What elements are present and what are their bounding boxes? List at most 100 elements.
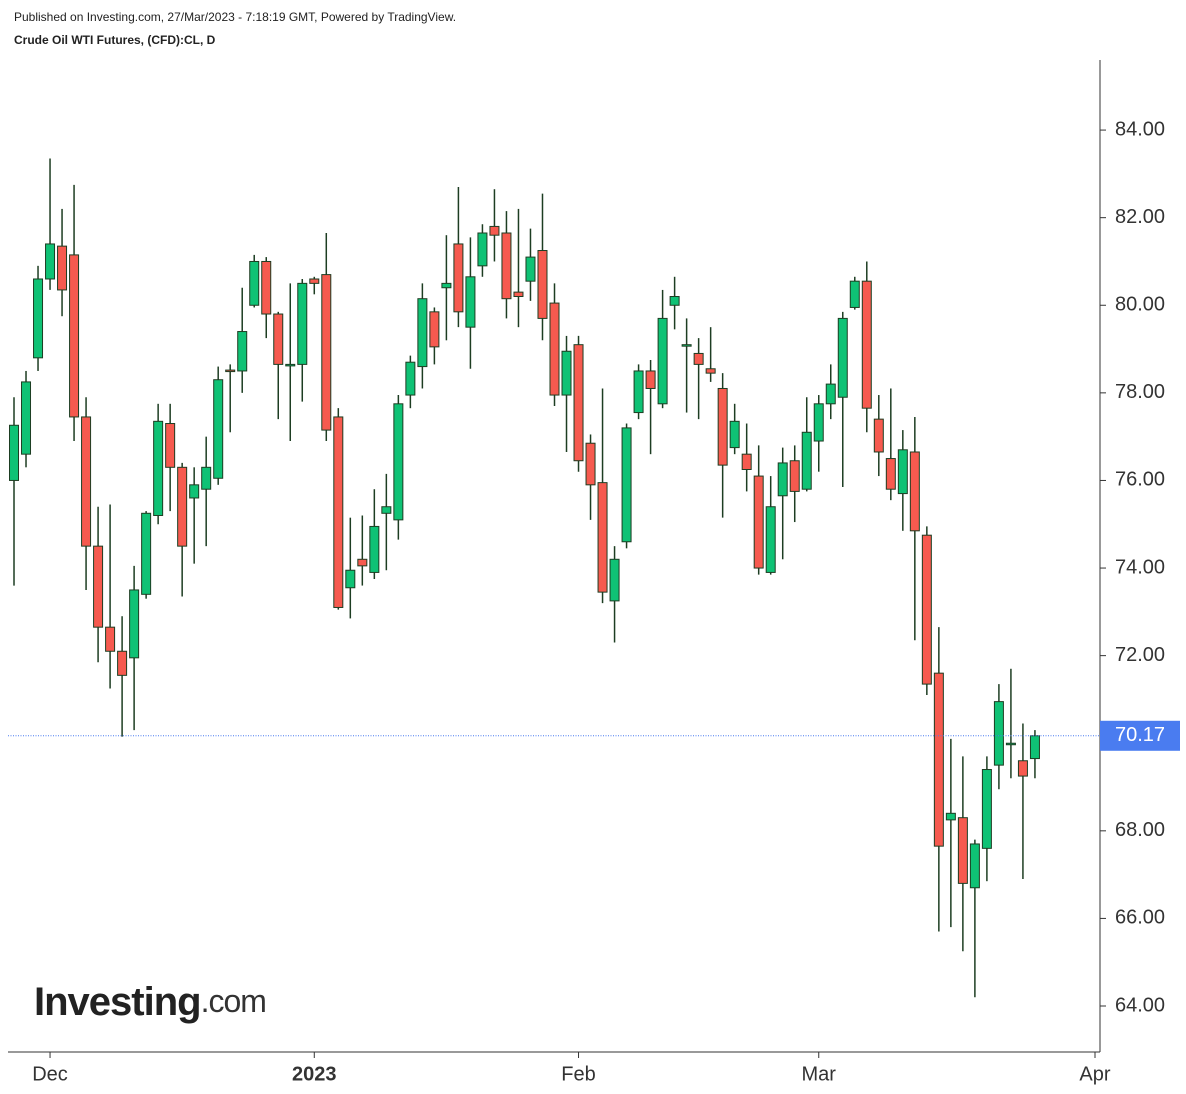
candle-body: [513, 291, 524, 298]
y-tick-label: 64.00: [1115, 994, 1165, 1016]
candle-body: [141, 512, 152, 595]
x-tick-label: Feb: [561, 1063, 595, 1085]
candle-body: [1005, 742, 1016, 746]
candle-body: [369, 525, 380, 573]
candle-body: [429, 311, 440, 348]
candle-body: [945, 812, 956, 821]
watermark: Investing.com: [34, 980, 266, 1024]
candle-body: [297, 282, 308, 365]
y-tick-label: 68.00: [1115, 819, 1165, 841]
candle-body: [633, 370, 644, 414]
x-tick-label: 2023: [292, 1063, 337, 1085]
candle-body: [729, 420, 740, 449]
candle-body: [765, 506, 776, 573]
candle-body: [621, 427, 632, 543]
candle-body: [993, 701, 1004, 766]
price-label: 70.17: [1115, 724, 1165, 746]
x-tick-label: Dec: [32, 1063, 68, 1085]
candle-body: [225, 369, 236, 373]
candle-body: [69, 254, 80, 418]
candle-body: [105, 626, 116, 652]
y-tick-label: 66.00: [1115, 907, 1165, 929]
candle-body: [345, 569, 356, 589]
candle-body: [909, 451, 920, 532]
candle-body: [417, 298, 428, 368]
x-tick-label: Mar: [802, 1063, 837, 1085]
candle-body: [885, 458, 896, 490]
candle-body: [453, 243, 464, 313]
candle-body: [501, 232, 512, 300]
watermark-brand: Investing: [34, 980, 201, 1024]
candle-body: [957, 817, 968, 884]
candle-body: [777, 462, 788, 497]
candle-body: [681, 344, 692, 347]
candle-body: [921, 534, 932, 685]
candle-body: [201, 466, 212, 490]
candle-body: [669, 296, 680, 306]
candle-body: [81, 416, 92, 547]
y-tick-label: 82.00: [1115, 206, 1165, 228]
candle-body: [465, 276, 476, 328]
candle-body: [1029, 735, 1040, 760]
candle-body: [813, 403, 824, 442]
candle-body: [237, 331, 248, 372]
candle-body: [645, 370, 656, 389]
watermark-suffix: .com: [201, 983, 266, 1019]
candle-body: [573, 344, 584, 462]
candle-body: [825, 383, 836, 405]
chart-title: Crude Oil WTI Futures, (CFD):CL, D: [14, 33, 216, 47]
candle-body: [489, 225, 500, 236]
candle-body: [597, 482, 608, 593]
candle-body: [741, 453, 752, 471]
candle-body: [609, 558, 620, 602]
candle-body: [717, 387, 728, 466]
candle-body: [837, 317, 848, 398]
y-tick-label: 74.00: [1115, 556, 1165, 578]
candle-body: [849, 280, 860, 308]
candle-body: [789, 460, 800, 492]
candle-body: [117, 650, 128, 676]
price-label-box: [1100, 720, 1180, 751]
candle-body: [861, 280, 872, 409]
candle-body: [33, 278, 44, 359]
candle-body: [981, 769, 992, 849]
candle-body: [153, 420, 164, 516]
candle-body: [477, 232, 488, 267]
candle-body: [261, 260, 272, 315]
candle-body: [177, 466, 188, 547]
candle-body: [21, 381, 32, 455]
candle-body: [897, 449, 908, 495]
candle-body: [285, 363, 296, 367]
candle-body: [441, 282, 452, 289]
candle-body: [333, 416, 344, 608]
candle-body: [213, 379, 224, 479]
publisher-note: Published on Investing.com, 27/Mar/2023 …: [14, 10, 456, 24]
candle-body: [525, 256, 536, 282]
candle-body: [585, 442, 596, 486]
y-tick-label: 76.00: [1115, 469, 1165, 491]
candle-body: [93, 545, 104, 628]
candle-body: [357, 558, 368, 567]
x-tick-label: Apr: [1079, 1063, 1110, 1085]
candle-body: [693, 352, 704, 365]
candle-body: [705, 368, 716, 374]
candle-body: [405, 361, 416, 396]
candle-body: [9, 424, 20, 481]
y-tick-label: 84.00: [1115, 118, 1165, 140]
candle-body: [249, 260, 260, 306]
candle-body: [657, 317, 668, 405]
candle-body: [537, 250, 548, 319]
candle-body: [801, 431, 812, 490]
candle-body: [45, 243, 56, 280]
candle-body: [309, 278, 320, 284]
candle-body: [165, 423, 176, 468]
candle-body: [129, 589, 140, 659]
candle-body: [321, 274, 332, 431]
y-tick-label: 78.00: [1115, 381, 1165, 403]
candle-body: [873, 418, 884, 453]
candle-body: [549, 302, 560, 396]
candle-body: [189, 484, 200, 499]
candle-body: [969, 843, 980, 889]
candle-body: [561, 350, 572, 396]
